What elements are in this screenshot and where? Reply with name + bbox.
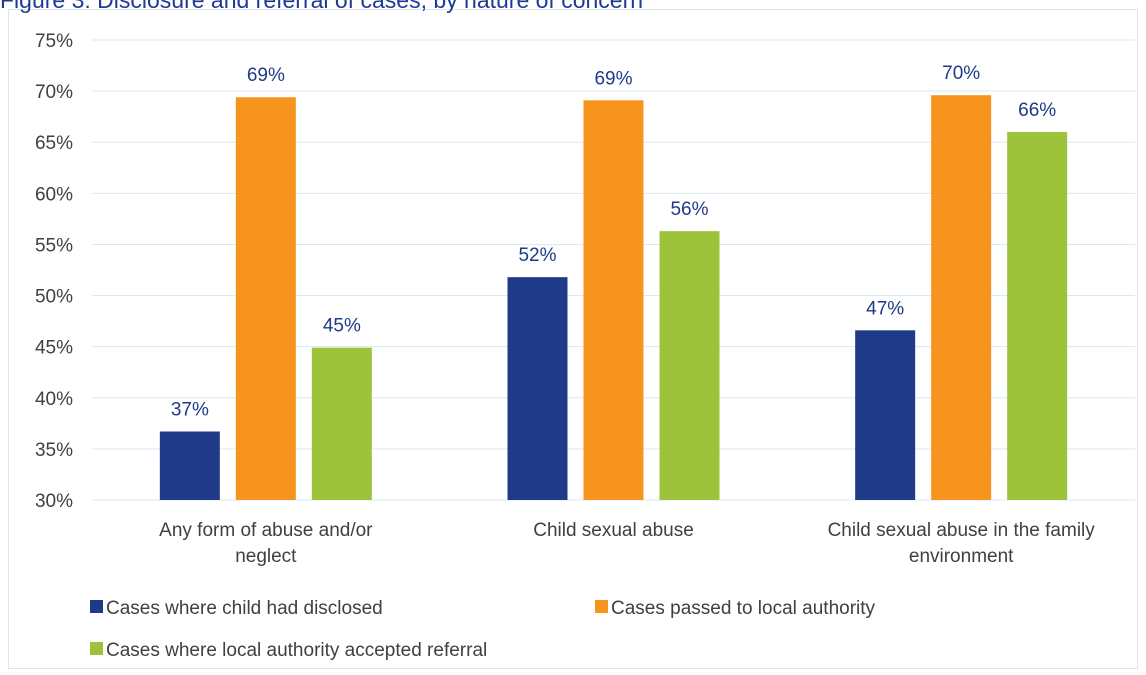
- x-tick-label: Any form of abuse and/or neglect: [159, 520, 373, 567]
- bar: [235, 97, 296, 500]
- data-label: 69%: [594, 68, 632, 89]
- chart-title: Figure 3: Disclosure and referral of cas…: [0, 0, 644, 13]
- x-tick-label-line: Child sexual abuse: [533, 520, 694, 541]
- y-tick-label: 75%: [35, 31, 73, 52]
- y-tick-label: 50%: [35, 287, 73, 308]
- data-label: 69%: [247, 65, 285, 86]
- bar: [855, 330, 916, 500]
- x-tick-label-line: neglect: [235, 546, 297, 567]
- x-tick-label-line: Child sexual abuse in the family: [828, 520, 1096, 541]
- data-label: 47%: [866, 298, 904, 319]
- data-label: 70%: [942, 63, 980, 84]
- legend-label: Cases where child had disclosed: [106, 598, 383, 619]
- bar: [931, 95, 992, 500]
- y-tick-label: 65%: [35, 133, 73, 154]
- legend-label: Cases passed to local authority: [611, 598, 876, 619]
- y-tick-label: 45%: [35, 338, 73, 359]
- legend-swatch: [90, 642, 103, 655]
- legend-swatch: [90, 600, 103, 613]
- bar: [659, 231, 720, 500]
- bar: [311, 347, 372, 500]
- data-label: 37%: [171, 400, 209, 421]
- bar: [507, 277, 568, 500]
- x-tick-label: Child sexual abuse in the family environm…: [828, 520, 1096, 567]
- data-label: 56%: [670, 199, 708, 220]
- x-tick-label-line: Any form of abuse and/or: [159, 520, 373, 541]
- y-tick-label: 40%: [35, 389, 73, 410]
- bar: [159, 431, 220, 500]
- y-tick-label: 30%: [35, 491, 73, 512]
- x-tick-label: Child sexual abuse: [533, 520, 694, 541]
- y-tick-label: 35%: [35, 440, 73, 461]
- data-label: 66%: [1018, 100, 1056, 121]
- x-tick-label-line: environment: [909, 546, 1014, 567]
- data-label: 52%: [518, 245, 556, 266]
- y-tick-label: 60%: [35, 184, 73, 205]
- y-tick-label: 55%: [35, 235, 73, 256]
- legend-label: Cases where local authority accepted ref…: [106, 640, 487, 661]
- data-label: 45%: [323, 316, 361, 337]
- chart-frame: [8, 9, 1138, 669]
- bar: [583, 100, 644, 501]
- legend-swatch: [595, 600, 608, 613]
- bar: [1007, 132, 1068, 500]
- y-tick-label: 70%: [35, 82, 73, 103]
